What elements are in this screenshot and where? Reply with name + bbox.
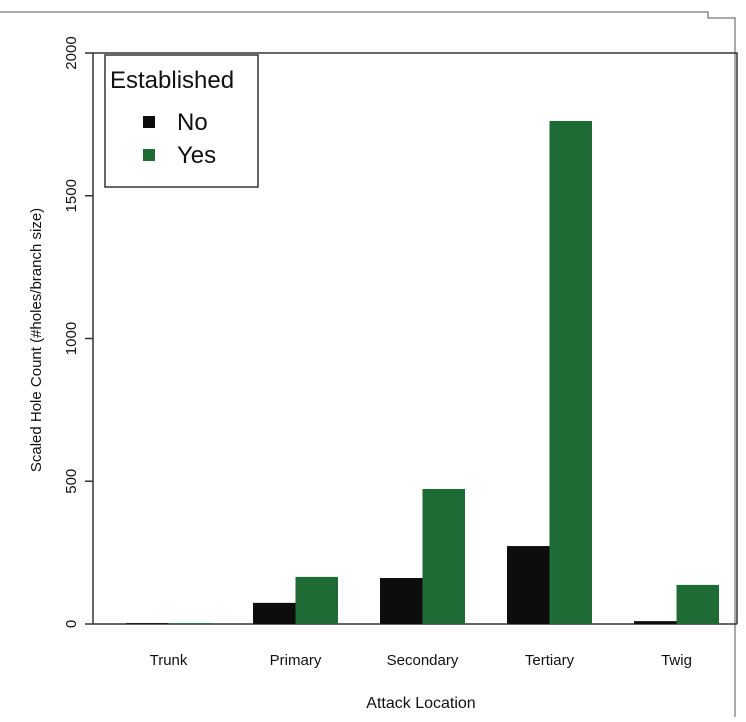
bar xyxy=(253,602,296,624)
legend-label: Yes xyxy=(177,142,216,169)
bar xyxy=(422,488,465,624)
legend-swatch xyxy=(143,149,155,161)
bar xyxy=(380,578,423,624)
x-tick-label: Trunk xyxy=(150,652,188,669)
y-tick-label: 1500 xyxy=(63,179,80,212)
legend-swatch xyxy=(143,116,155,128)
y-tick-label: 2000 xyxy=(63,36,80,69)
y-tick-label: 500 xyxy=(63,469,80,494)
bar xyxy=(295,576,338,624)
legend-box xyxy=(104,54,259,188)
bar xyxy=(549,120,592,624)
bar xyxy=(168,623,211,624)
y-tick-label: 0 xyxy=(63,620,80,628)
bar xyxy=(676,584,719,624)
bar xyxy=(126,623,169,624)
x-axis-title: Attack Location xyxy=(366,695,475,712)
bar xyxy=(507,546,550,624)
x-tick-label: Primary xyxy=(270,652,322,669)
x-tick-label: Tertiary xyxy=(525,652,575,669)
y-axis-title: Scaled Hole Count (#holes/branch size) xyxy=(28,208,45,472)
legend-label: No xyxy=(177,109,208,136)
bar xyxy=(634,621,677,624)
x-tick-label: Twig xyxy=(661,652,692,669)
x-tick-label: Secondary xyxy=(387,652,459,669)
legend-title: Established xyxy=(110,67,234,94)
frame xyxy=(0,11,736,717)
y-tick-label: 1000 xyxy=(63,322,80,355)
